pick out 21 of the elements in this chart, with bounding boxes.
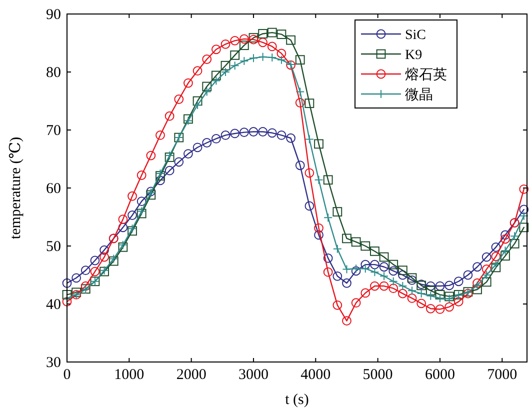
x-tick-label: 2000	[176, 367, 206, 383]
y-tick-label: 80	[46, 65, 61, 81]
x-tick-label: 4000	[300, 367, 331, 383]
legend-label: K9	[405, 48, 422, 63]
x-tick-label: 1000	[114, 367, 144, 383]
y-tick-label: 30	[46, 355, 61, 371]
legend-label: 微晶	[405, 87, 433, 103]
x-tick-label: 3000	[238, 367, 268, 383]
y-axis-title: temperature (℃)	[8, 136, 24, 240]
legend-label: SiC	[405, 28, 426, 43]
legend-label: 熔石英	[405, 67, 447, 83]
x-tick-label: 6000	[424, 367, 455, 383]
x-tick-label: 7000	[487, 367, 518, 383]
y-tick-label: 70	[46, 123, 61, 139]
y-tick-label: 90	[46, 7, 61, 23]
x-tick-label: 0	[63, 367, 71, 383]
y-tick-label: 60	[46, 181, 61, 197]
y-tick-label: 40	[46, 297, 61, 313]
x-tick-label: 5000	[362, 367, 393, 383]
x-axis-title: t (s)	[285, 392, 309, 408]
y-tick-label: 50	[46, 239, 61, 255]
